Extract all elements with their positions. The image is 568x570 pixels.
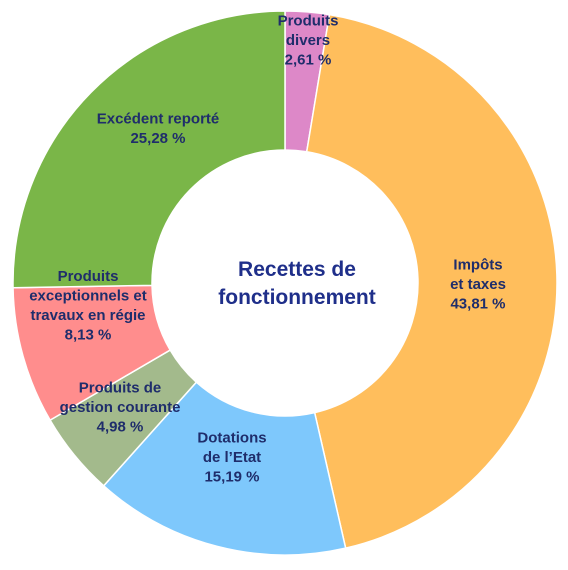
slice-label-0-line-0: Produits (278, 13, 339, 30)
slice-label-4-line-1: exceptionnels et (29, 287, 147, 304)
slice-label-2-line-0: Dotations (197, 430, 266, 447)
slice-label-5-line-0: Excédent reporté (97, 110, 220, 127)
center-title-line-1: fonctionnement (218, 286, 376, 309)
slice-label-3: Produits de gestion courante 4,98 % (60, 380, 181, 436)
center-title: Recettes de fonctionnement (218, 258, 376, 309)
slice-label-3-line-0: Produits de (79, 380, 162, 397)
slice-label-1-line-1: et taxes (450, 276, 506, 293)
slice-label-4-line-2: travaux en régie (30, 307, 145, 324)
slice-label-1-line-2: 43,81 % (450, 296, 505, 313)
slice-label-4: Produits exceptionnels et travaux en régie… (29, 268, 147, 344)
slice-label-4-line-3: 8,13 % (65, 326, 112, 343)
center-title-line-0: Recettes de (238, 258, 356, 281)
slice-label-5: Excédent reporté 25,28 % (97, 110, 220, 147)
slice-label-1: Impôts et taxes 43,81 % (450, 257, 506, 313)
slice-label-1-line-0: Impôts (453, 257, 502, 274)
slice-label-2: Dotations de l’Etat 15,19 % (197, 430, 266, 486)
slice-1 (305, 13, 558, 550)
slice-label-0: Produits divers 2,61 % (278, 13, 339, 69)
slice-label-3-line-1: gestion courante (60, 399, 181, 416)
slice-5 (12, 10, 286, 289)
slice-labels: Produits divers 2,61 % Impôts et taxes 43,81 … (29, 13, 506, 486)
slice-label-2-line-1: de l’Etat (203, 449, 261, 466)
slice-label-0-line-2: 2,61 % (285, 52, 332, 69)
slice-label-3-line-2: 4,98 % (97, 419, 144, 436)
slice-label-5-line-1: 25,28 % (130, 130, 185, 147)
donut-slices (12, 10, 558, 556)
slice-label-0-line-1: divers (286, 32, 330, 49)
slice-2 (102, 381, 347, 556)
slice-label-4-line-0: Produits (58, 268, 119, 285)
slice-label-2-line-2: 15,19 % (204, 469, 259, 486)
